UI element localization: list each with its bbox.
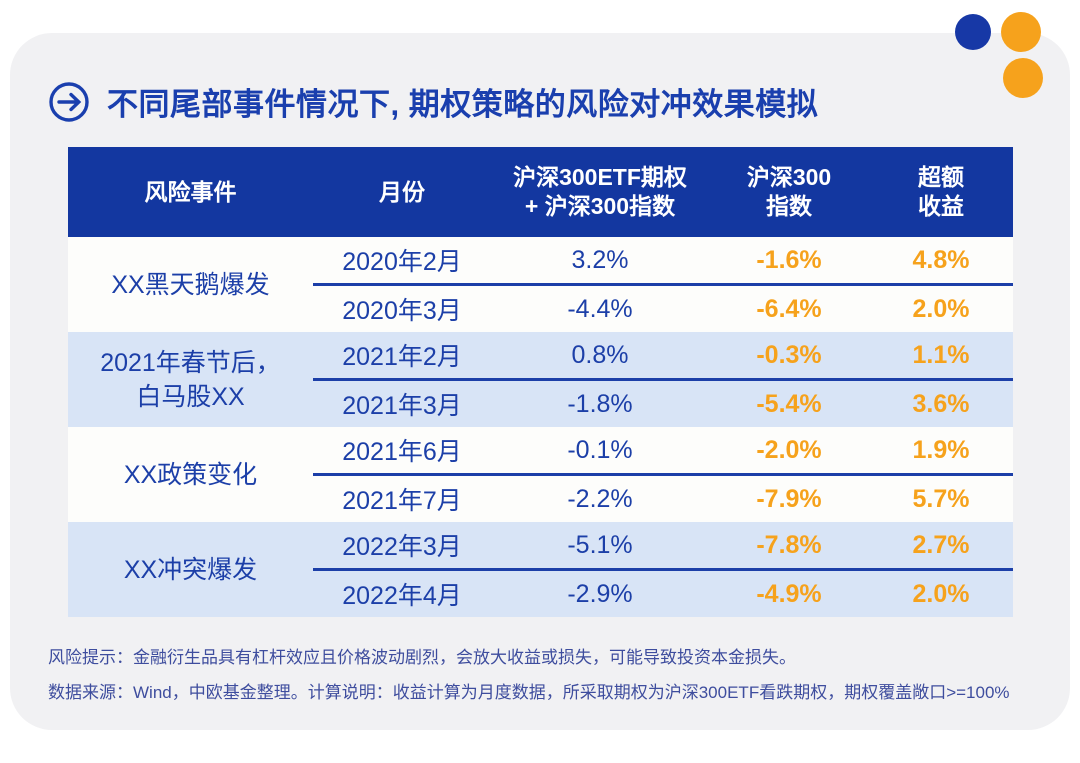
col-header-risk-event: 风险事件 (144, 178, 237, 205)
index-cell: -7.8% (756, 530, 822, 559)
table-row: 2021年3月 -1.8% -5.4% 3.6% (313, 381, 1013, 427)
arrow-right-circle-icon (49, 81, 89, 122)
table-group-conflict: XX冲突爆发 2022年3月 -5.1% -7.8% 2.7% 2022年4月 … (68, 522, 1013, 617)
combo-cell: -1.8% (567, 389, 633, 418)
table-row: 2020年2月 3.2% -1.6% 4.8% (313, 237, 1013, 286)
index-cell: -6.4% (756, 294, 822, 323)
combo-cell: 3.2% (571, 245, 629, 274)
excess-cell: 1.1% (912, 340, 970, 369)
table-group-black-swan: XX黑天鹅爆发 2020年2月 3.2% -1.6% 4.8% 2020年3月 … (68, 237, 1013, 332)
title-row: 不同尾部事件情况下, 期权策略的风险对冲效果模拟 (48, 79, 818, 124)
col-header-csi300-index: 沪深300 指数 (746, 164, 832, 219)
excess-cell: 4.8% (912, 245, 970, 274)
decor-circle-orange-bottom (1003, 58, 1043, 98)
risk-disclaimer: 风险提示：金融衍生品具有杠杆效应且价格波动剧烈，会放大收益或损失，可能导致投资本… (48, 648, 796, 667)
excess-cell: 5.7% (912, 484, 970, 513)
decor-circle-orange-top (1001, 12, 1041, 52)
event-label: XX冲突爆发 (123, 555, 258, 584)
index-cell: -2.0% (756, 435, 822, 464)
index-cell: -1.6% (756, 245, 822, 274)
risk-hedge-table: 风险事件 月份 沪深300ETF期权 + 沪深300指数 沪深300 指数 超额… (68, 147, 1013, 617)
excess-cell: 2.7% (912, 530, 970, 559)
decor-circle-blue (955, 14, 991, 50)
table-header-row: 风险事件 月份 沪深300ETF期权 + 沪深300指数 沪深300 指数 超额… (68, 147, 1013, 237)
data-source-note: 数据来源：Wind，中欧基金整理。计算说明：收益计算为月度数据，所采取期权为沪深… (48, 683, 1010, 702)
table-row: 2021年6月 -0.1% -2.0% 1.9% (313, 427, 1013, 476)
combo-cell: -2.2% (567, 484, 633, 513)
col-header-etf-option-plus-index: 沪深300ETF期权 + 沪深300指数 (513, 164, 687, 219)
table-row: 2022年3月 -5.1% -7.8% 2.7% (313, 522, 1013, 571)
page-title: 不同尾部事件情况下, 期权策略的风险对冲效果模拟 (107, 87, 819, 122)
month-cell: 2020年3月 (342, 297, 462, 325)
col-header-month: 月份 (379, 178, 425, 205)
excess-cell: 2.0% (912, 294, 970, 323)
index-cell: -5.4% (756, 389, 822, 418)
index-cell: -0.3% (756, 340, 822, 369)
table-row: 2020年3月 -4.4% -6.4% 2.0% (313, 286, 1013, 332)
index-cell: -7.9% (756, 484, 822, 513)
combo-cell: 0.8% (571, 340, 629, 369)
month-cell: 2020年2月 (342, 248, 462, 276)
month-cell: 2021年6月 (342, 438, 462, 466)
index-cell: -4.9% (756, 579, 822, 608)
combo-cell: -2.9% (567, 579, 633, 608)
event-label: 2021年春节后， 白马股XX (100, 348, 281, 411)
excess-cell: 3.6% (912, 389, 970, 418)
month-cell: 2021年2月 (342, 343, 462, 371)
event-label: XX黑天鹅爆发 (111, 270, 270, 299)
month-cell: 2021年7月 (342, 487, 462, 515)
combo-cell: -4.4% (567, 294, 633, 323)
excess-cell: 1.9% (912, 435, 970, 464)
footnotes: 风险提示：金融衍生品具有杠杆效应且价格波动剧烈，会放大收益或损失，可能导致投资本… (48, 640, 1010, 710)
table-group-spring-festival: 2021年春节后， 白马股XX 2021年2月 0.8% -0.3% 1.1% … (68, 332, 1013, 427)
combo-cell: -0.1% (567, 435, 633, 464)
table-row: 2022年4月 -2.9% -4.9% 2.0% (313, 571, 1013, 617)
event-label: XX政策变化 (123, 460, 258, 489)
month-cell: 2021年3月 (342, 392, 462, 420)
content-card: 不同尾部事件情况下, 期权策略的风险对冲效果模拟 风险事件 月份 沪深300ET… (10, 33, 1070, 730)
month-cell: 2022年3月 (342, 533, 462, 561)
table-row: 2021年7月 -2.2% -7.9% 5.7% (313, 476, 1013, 522)
table-group-policy-change: XX政策变化 2021年6月 -0.1% -2.0% 1.9% 2021年7月 … (68, 427, 1013, 522)
table-row: 2021年2月 0.8% -0.3% 1.1% (313, 332, 1013, 381)
month-cell: 2022年4月 (342, 582, 462, 610)
combo-cell: -5.1% (567, 530, 633, 559)
excess-cell: 2.0% (912, 579, 970, 608)
col-header-excess-return: 超额 收益 (918, 164, 964, 219)
